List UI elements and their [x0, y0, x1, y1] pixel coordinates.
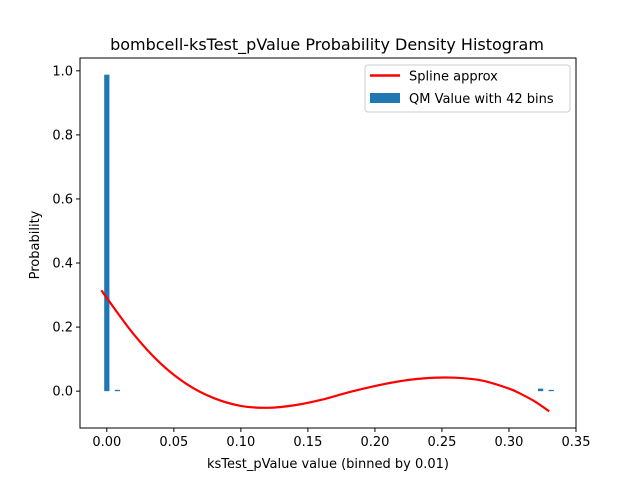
x-axis-ticks: 0.00 0.05 0.10 0.15 0.20 0.25 0.30 0.35 — [92, 428, 590, 450]
x-tick-label: 0.15 — [293, 435, 322, 450]
y-tick-label: 1.0 — [52, 64, 73, 79]
x-tick-label: 0.10 — [226, 435, 255, 450]
plot-frame — [79, 57, 577, 429]
x-tick-label: 0.30 — [494, 435, 523, 450]
y-tick-label: 0.2 — [52, 321, 73, 336]
legend-box — [364, 64, 571, 113]
x-axis-label: ksTest_pValue value (binned by 0.01) — [207, 457, 449, 472]
x-tick-label: 0.05 — [159, 435, 188, 450]
y-tick-label: 0.0 — [52, 385, 73, 400]
spline-curve-layer — [100, 289, 550, 413]
x-tick-label: 0.25 — [427, 435, 456, 450]
legend-histogram-swatch — [370, 93, 400, 103]
y-axis-ticks: 0.0 0.2 0.4 0.6 0.8 1.0 — [52, 64, 80, 400]
legend-spline-label: Spline approx — [409, 70, 498, 85]
histogram-bar — [114, 389, 121, 392]
x-tick-label: 0.35 — [562, 435, 591, 450]
spline-line — [100, 289, 550, 413]
chart-title: bombcell-ksTest_pValue Probability Densi… — [110, 35, 544, 55]
legend-histogram-label: QM Value with 42 bins — [409, 92, 554, 107]
histogram-bars — [104, 74, 554, 392]
histogram-bar — [537, 388, 544, 392]
y-tick-label: 0.4 — [52, 257, 73, 272]
histogram-bar — [548, 389, 554, 392]
y-tick-label: 0.8 — [52, 128, 73, 143]
y-axis-label: Probability — [28, 210, 43, 279]
x-tick-label: 0.00 — [92, 435, 121, 450]
histogram-bar — [104, 74, 110, 392]
legend: Spline approx QM Value with 42 bins — [364, 64, 571, 113]
y-tick-label: 0.6 — [52, 192, 73, 207]
plot-area — [80, 58, 576, 428]
x-tick-label: 0.20 — [360, 435, 389, 450]
